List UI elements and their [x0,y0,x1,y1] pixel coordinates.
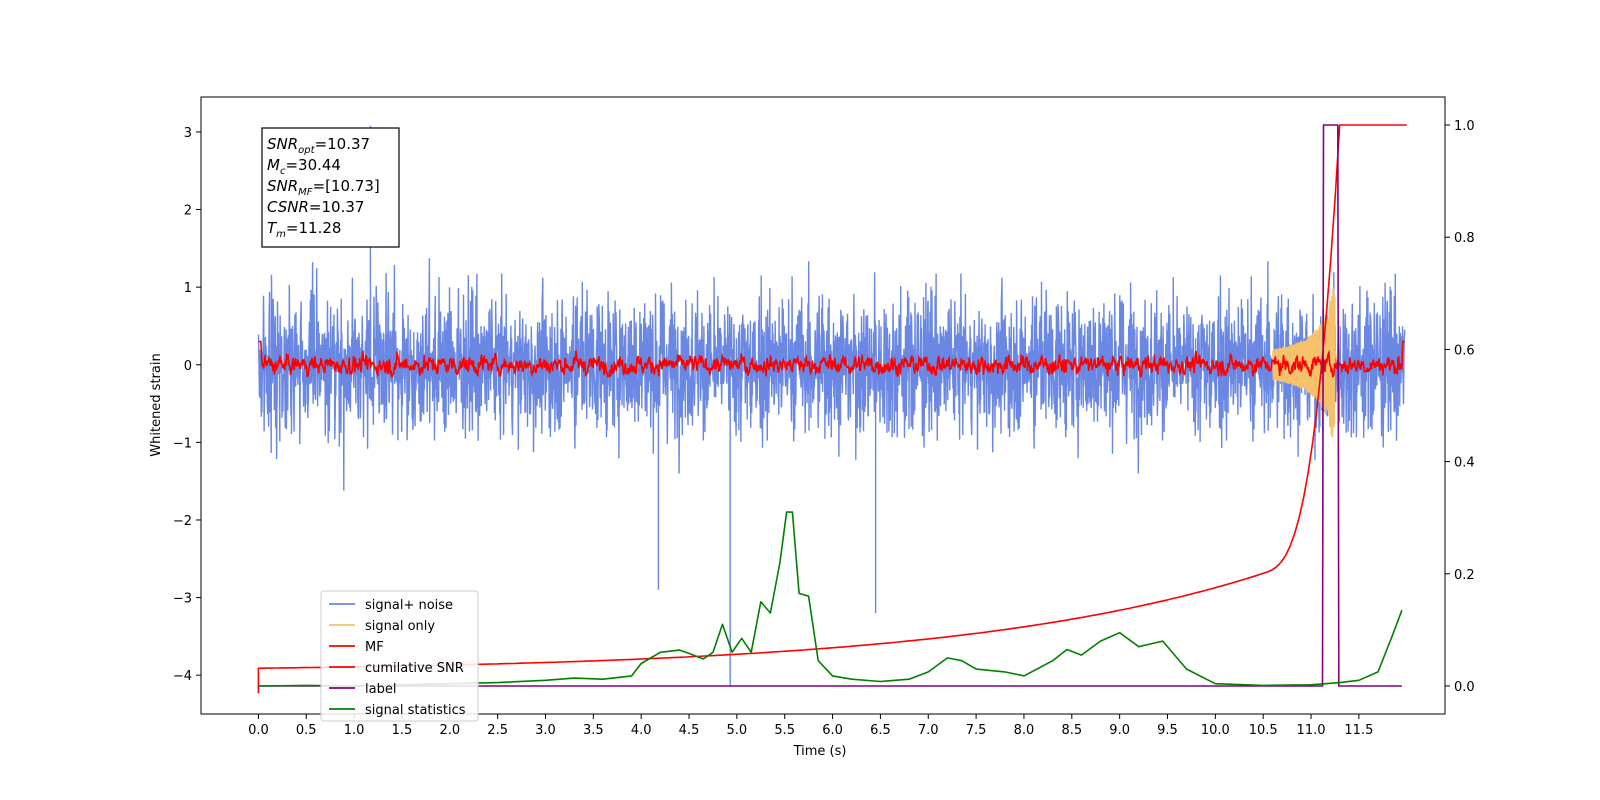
annotation-line: SNRopt=10.37 [267,135,370,156]
x-tick-label: 8.0 [1014,723,1035,738]
annotation-line: Mc=30.44 [267,156,341,177]
legend-label: signal statistics [365,703,466,718]
series-signal-statistics-line [258,511,1403,687]
x-tick-label: 2.5 [487,723,508,738]
annotation-value: =[10.73] [313,177,380,195]
y-left-tick-label: 1 [184,281,192,296]
y-right-tick-label: 0.2 [1454,568,1475,583]
x-tick-label: 11.5 [1344,723,1373,738]
x-tick-label: 7.5 [966,723,987,738]
x-tick-label: 3.0 [535,723,556,738]
series-mf-line [258,340,1405,378]
x-tick-label: 6.0 [822,723,843,738]
x-tick-label: 8.5 [1061,723,1082,738]
legend-label: MF [365,640,384,655]
y-axis-label-left: Whitened strain [149,353,164,456]
x-tick-label: 2.0 [439,723,460,738]
annotation-frame [261,127,400,248]
annotation-symbol: T [267,219,278,237]
annotation-value: =10.37 [315,135,371,153]
x-tick-label: 9.0 [1109,723,1130,738]
x-tick-label: 9.5 [1157,723,1178,738]
y-right-tick-label: 0.8 [1454,231,1475,246]
x-tick-label: 6.5 [870,723,891,738]
annotation-symbol: CSNR [267,198,309,216]
annotation-symbol: M [267,156,280,174]
annotation-symbol: SNR [267,177,298,195]
y-left-tick-label: −2 [173,514,192,529]
y-left-tick-label: −1 [173,436,192,451]
y-left-tick-label: 2 [184,204,192,219]
y-left-tick-label: 3 [184,126,192,141]
y-right-tick-label: 0.4 [1454,456,1475,471]
legend-label: signal only [365,619,435,634]
annotation-subscript: MF [298,187,313,198]
legend-label: signal+ noise [365,598,453,613]
legend: signal+ noise signal only MF cumilative SNR… [320,590,479,722]
annotation-subscript: opt [298,145,315,156]
x-tick-label: 0.5 [296,723,317,738]
annotation-line: CSNR=10.37 [267,198,364,216]
annotation-line: SNRMF=[10.73] [267,177,380,198]
x-tick-label: 5.0 [727,723,748,738]
annotation-line: Tm=11.28 [267,219,341,240]
y-right-tick-label: 0.0 [1454,680,1475,695]
y-left-tick-label: −3 [173,592,192,607]
x-tick-label: 4.0 [631,723,652,738]
legend-label: label [365,682,396,697]
plot-frame [200,96,1446,715]
x-tick-label: 10.5 [1249,723,1278,738]
annotation-value: =10.37 [309,198,365,216]
x-tick-label: 10.0 [1201,723,1230,738]
x-tick-label: 4.5 [679,723,700,738]
y-right-tick-label: 1.0 [1454,119,1475,134]
series-label-line [258,124,1402,687]
legend-frame [320,590,479,722]
ticks-layer: 0.0 0.5 1.0 1.5 2.0 2.5 3.0 3.5 4.0 4.5 5.0 5.5 6.0 6… [173,119,1475,738]
y-left-tick-label: 0 [184,359,192,374]
legend-label: cumilative SNR [365,661,464,676]
x-tick-label: 1.5 [392,723,413,738]
x-tick-label: 3.5 [583,723,604,738]
annotation-value: =11.28 [286,219,342,237]
y-left-tick-label: −4 [173,669,192,684]
annotation-subscript: c [280,166,286,177]
x-tick-label: 0.0 [248,723,269,738]
x-axis-label: Time (s) [793,744,847,759]
y-right-tick-label: 0.6 [1454,343,1475,358]
x-tick-label: 11.0 [1297,723,1326,738]
x-tick-label: 5.5 [774,723,795,738]
annotation-box: SNRopt=10.37Mc=30.44SNRMF=[10.73]CSNR=10… [261,127,400,248]
annotation-symbol: SNR [267,135,298,153]
x-tick-label: 1.0 [344,723,365,738]
annotation-value: =30.44 [285,156,341,174]
x-tick-label: 7.0 [918,723,939,738]
annotation-subscript: m [276,229,286,240]
